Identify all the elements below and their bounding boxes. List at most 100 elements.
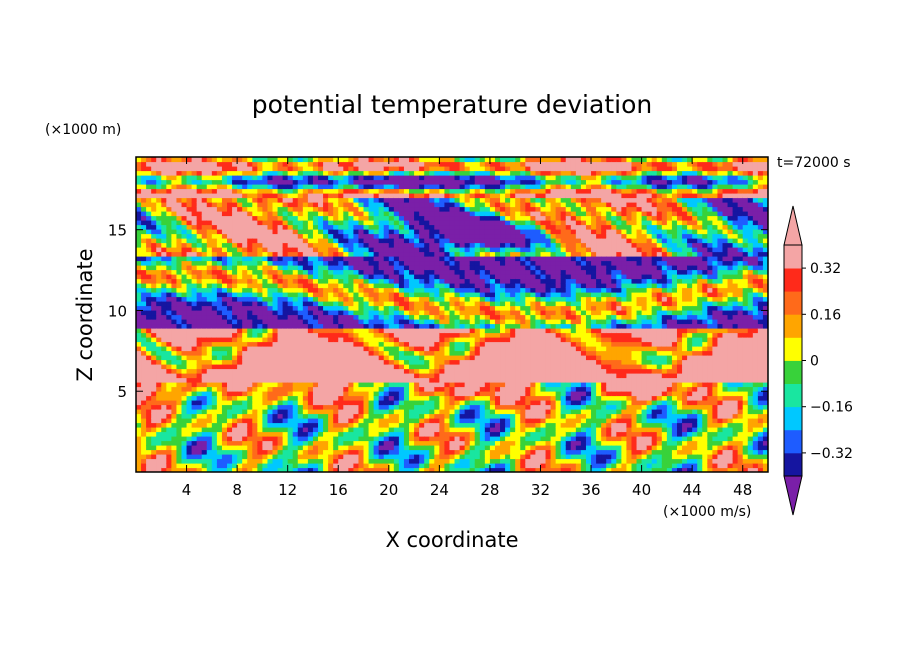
heatmap-cell — [136, 278, 142, 284]
heatmap-cell — [398, 341, 405, 347]
heatmap-cell — [353, 449, 360, 455]
heatmap-cell — [479, 328, 486, 334]
heatmap-cell — [323, 431, 329, 437]
heatmap-cell — [237, 413, 243, 419]
heatmap-cell — [287, 440, 294, 446]
heatmap-cell — [232, 265, 238, 271]
heatmap-cell — [434, 454, 440, 460]
heatmap-cell — [297, 382, 304, 388]
heatmap-cell — [323, 458, 329, 464]
heatmap-cell — [181, 179, 188, 185]
heatmap-cell — [403, 269, 410, 275]
heatmap-cell — [196, 233, 203, 239]
heatmap-cell — [216, 310, 223, 316]
heatmap-cell — [469, 193, 476, 199]
heatmap-cell — [343, 400, 349, 406]
heatmap-cell — [474, 454, 481, 460]
heatmap-cell — [227, 166, 233, 172]
heatmap-cell — [221, 373, 228, 379]
heatmap-cell — [474, 445, 481, 451]
heatmap-cell — [206, 229, 213, 235]
heatmap-cell — [368, 319, 375, 325]
heatmap-cell — [343, 193, 349, 199]
heatmap-cell — [368, 359, 375, 365]
heatmap-cell — [146, 229, 152, 235]
heatmap-cell — [358, 301, 365, 307]
heatmap-cell — [484, 184, 491, 190]
heatmap-cell — [302, 283, 309, 289]
heatmap-cell — [156, 341, 162, 347]
heatmap-cell — [206, 314, 213, 320]
heatmap-cell — [292, 391, 299, 397]
heatmap-cell — [196, 319, 203, 325]
heatmap-cell — [277, 184, 284, 190]
heatmap-cell — [454, 332, 461, 338]
heatmap-cell — [363, 260, 370, 266]
heatmap-cell — [282, 242, 289, 248]
heatmap-cell — [434, 292, 440, 298]
heatmap-cell — [242, 359, 248, 365]
heatmap-cell — [424, 265, 430, 271]
heatmap-cell — [297, 458, 304, 464]
heatmap-cell — [424, 256, 430, 262]
heatmap-cell — [444, 467, 451, 472]
heatmap-cell — [469, 377, 476, 383]
heatmap-cell — [151, 211, 157, 217]
heatmap-cell — [216, 256, 223, 262]
heatmap-cell — [267, 377, 274, 383]
heatmap-cell — [403, 427, 410, 433]
heatmap-cell — [191, 373, 198, 379]
heatmap-cell — [489, 287, 496, 293]
heatmap-cell — [282, 175, 289, 181]
heatmap-cell — [373, 233, 380, 239]
heatmap-cell — [257, 377, 263, 383]
heatmap-cell — [338, 283, 344, 289]
heatmap-cell — [388, 292, 395, 298]
heatmap-cell — [201, 175, 208, 181]
heatmap-cell — [136, 296, 142, 302]
heatmap-cell — [343, 247, 349, 253]
heatmap-cell — [252, 454, 258, 460]
heatmap-cell — [181, 184, 188, 190]
heatmap-cell — [419, 175, 425, 181]
heatmap-cell — [176, 463, 183, 469]
heatmap-cell — [378, 391, 385, 397]
heatmap-cell — [292, 193, 299, 199]
heatmap-cell — [262, 202, 269, 208]
heatmap-cell — [257, 391, 263, 397]
heatmap-cell — [176, 431, 183, 437]
heatmap-cell — [454, 364, 461, 370]
heatmap-cell — [297, 161, 304, 167]
heatmap-cell — [242, 391, 248, 397]
heatmap-cell — [277, 350, 284, 356]
heatmap-cell — [464, 274, 471, 280]
heatmap-cell — [479, 409, 486, 415]
heatmap-cell — [333, 454, 339, 460]
heatmap-cell — [307, 296, 314, 302]
heatmap-cell — [333, 467, 339, 472]
heatmap-cell — [312, 463, 319, 469]
heatmap-cell — [383, 395, 390, 401]
heatmap-cell — [393, 202, 400, 208]
heatmap-cell — [146, 224, 152, 230]
heatmap-cell — [191, 431, 198, 437]
heatmap-cell — [171, 256, 178, 262]
heatmap-cell — [146, 202, 152, 208]
heatmap-cell — [459, 400, 466, 406]
heatmap-cell — [307, 211, 314, 217]
heatmap-cell — [292, 445, 299, 451]
heatmap-cell — [166, 458, 172, 464]
heatmap-cell — [439, 278, 446, 284]
heatmap-cell — [277, 287, 284, 293]
heatmap-cell — [237, 391, 243, 397]
heatmap-cell — [277, 400, 284, 406]
heatmap-cell — [171, 292, 178, 298]
heatmap-cell — [171, 233, 178, 239]
heatmap-cell — [343, 211, 349, 217]
heatmap-cell — [383, 413, 390, 419]
heatmap-cell — [479, 368, 486, 374]
heatmap-cell — [439, 377, 446, 383]
heatmap-cell — [358, 382, 365, 388]
heatmap-cell — [216, 283, 223, 289]
heatmap-cell — [444, 188, 451, 194]
